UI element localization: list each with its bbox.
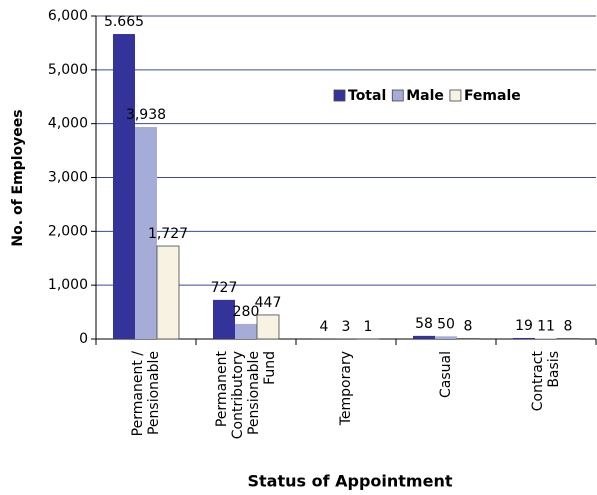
x-tick-label: Permanent / (130, 351, 146, 437)
value-label: 1,727 (148, 226, 188, 242)
value-label: 11 (537, 318, 555, 334)
x-tick-label: Permanent (214, 350, 230, 427)
value-label: 50 (437, 316, 455, 332)
x-tick-label: Casual (438, 351, 454, 398)
y-tick-label: 3,000 (48, 170, 88, 186)
legend-label: Male (406, 88, 444, 104)
x-tick-label: Contributory (230, 351, 246, 439)
value-label: 19 (515, 318, 533, 334)
value-label: 447 (255, 295, 282, 311)
legend-label: Total (348, 88, 386, 104)
x-tick-label: Fund (262, 351, 278, 385)
value-label: 280 (233, 304, 260, 320)
bar (535, 338, 557, 339)
legend-swatch (391, 89, 404, 102)
bar (135, 127, 157, 339)
y-tick-label: 0 (79, 331, 88, 347)
y-axis-title: No. of Employees (10, 109, 26, 246)
value-label: 8 (464, 319, 473, 335)
value-label: 5.665 (104, 14, 144, 30)
x-tick-label: Temporary (338, 351, 354, 426)
value-label: 3 (342, 319, 351, 335)
bar (256, 314, 280, 340)
bar (235, 323, 257, 339)
bar (413, 335, 435, 339)
legend-swatch (333, 89, 346, 102)
value-label: 727 (211, 280, 238, 296)
bar (156, 245, 180, 340)
x-tick-label: Contract (530, 350, 546, 411)
value-label: 4 (320, 319, 329, 335)
value-label: 1 (364, 319, 373, 335)
y-tick-label: 2,000 (48, 223, 88, 239)
bar (113, 34, 135, 339)
x-tick-label: Basis (546, 351, 562, 388)
value-label: 58 (415, 316, 433, 332)
value-label: 8 (564, 319, 573, 335)
legend-swatch (449, 89, 462, 102)
value-label: 3,938 (126, 107, 166, 123)
bar (435, 336, 457, 339)
x-axis-title: Status of Appointment (248, 472, 453, 491)
bar (213, 299, 235, 339)
y-tick-label: 6,000 (48, 8, 88, 24)
legend-label: Female (464, 88, 521, 104)
x-tick-label: Pensionable (246, 351, 262, 435)
bar (513, 337, 535, 339)
y-tick-label: 5,000 (48, 62, 88, 78)
y-tick-label: 1,000 (48, 277, 88, 293)
x-tick-label: Pensionable (146, 351, 162, 435)
y-tick-label: 4,000 (48, 116, 88, 132)
